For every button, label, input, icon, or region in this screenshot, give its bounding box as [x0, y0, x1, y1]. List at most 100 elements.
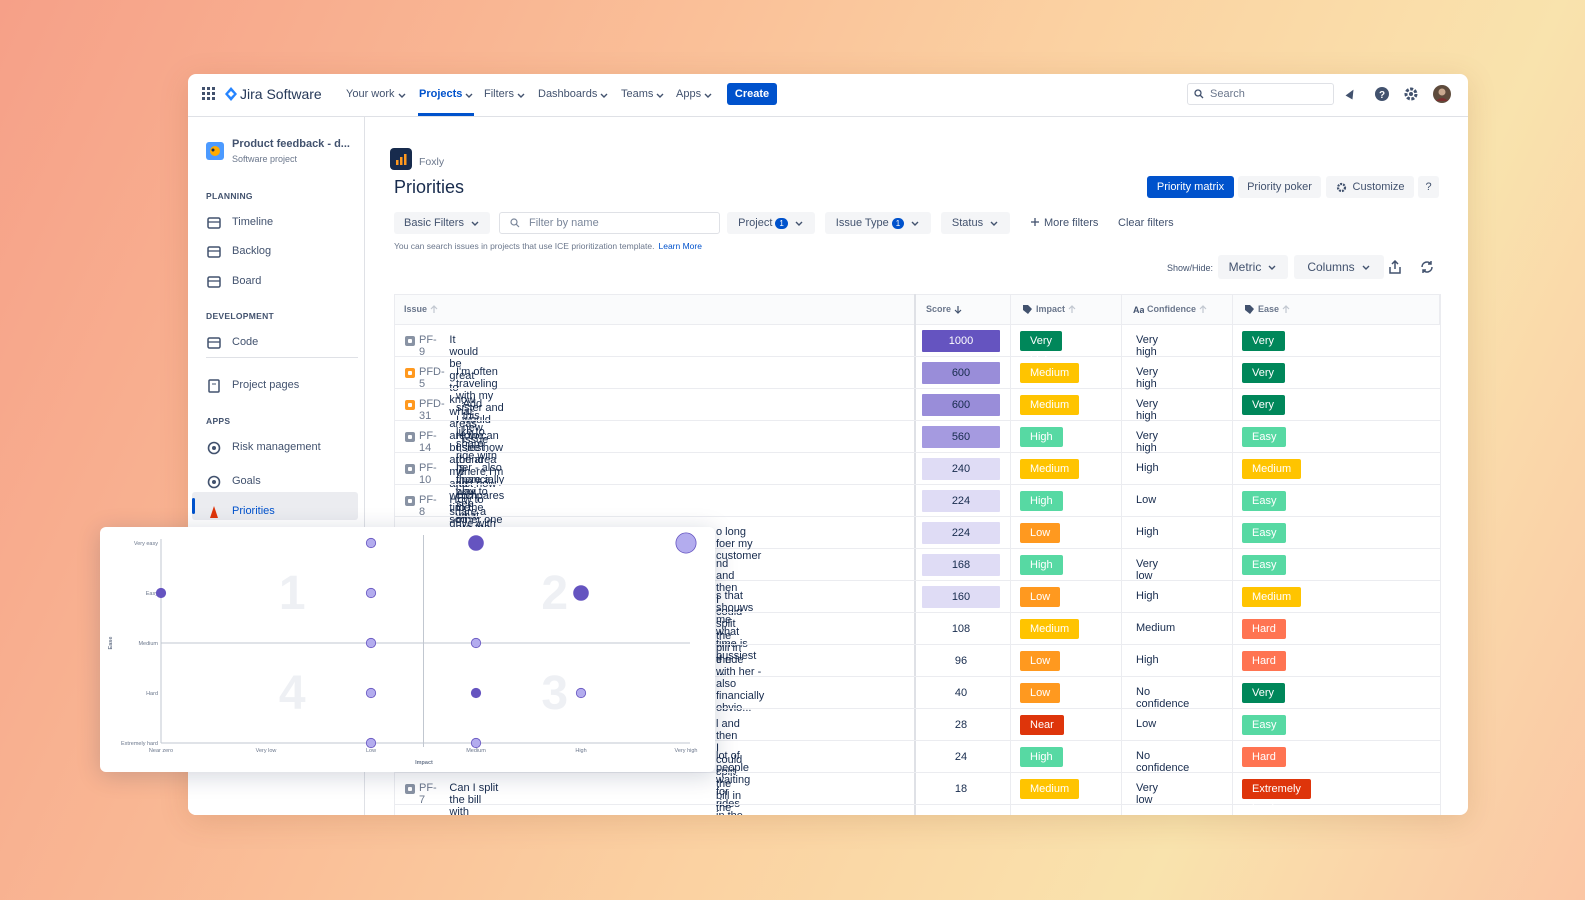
issue-summary[interactable]: s that shouws me what time is bussiest [716, 590, 757, 662]
score: 108 [951, 623, 971, 635]
score: 224 [922, 522, 1000, 544]
action-button[interactable]: ? [1418, 176, 1439, 198]
settings [1404, 87, 1418, 101]
filter-chip[interactable]: Project 1 [727, 212, 815, 234]
row-border [394, 644, 1440, 645]
avatar [1433, 85, 1451, 103]
score: 168 [922, 554, 1000, 576]
action-button[interactable]: Customize [1326, 176, 1414, 198]
column-divider [1121, 294, 1122, 815]
column-header[interactable]: Ease [1258, 304, 1280, 314]
table-header-bg [394, 294, 1440, 325]
nav-item[interactable]: Your work [346, 88, 395, 100]
data-point [573, 585, 589, 601]
tag: Medium [1020, 363, 1080, 383]
data-point [468, 535, 484, 551]
dropdown[interactable]: Columns [1294, 255, 1384, 279]
issue-key[interactable]: PF-14 [419, 430, 437, 454]
nav-item[interactable]: Dashboards [538, 88, 598, 100]
nav-item[interactable]: Teams [621, 88, 654, 100]
sidebar-item[interactable]: Priorities [232, 505, 275, 517]
nav-icon [207, 475, 221, 489]
hint-text: You can search issues in projects that u… [394, 241, 655, 251]
nav-icon [210, 506, 218, 518]
score: 18 [954, 783, 968, 795]
issue-summary[interactable]: e ride with her - also financially obvio… [716, 654, 765, 714]
sidebar-item[interactable]: Goals [232, 475, 261, 487]
tag: Hard [1242, 651, 1286, 671]
tag: Medium [1242, 587, 1302, 607]
action-button[interactable]: Priority poker [1238, 176, 1321, 198]
sidebar-item[interactable]: Project pages [232, 379, 300, 391]
data-point [365, 687, 377, 699]
app-switcher [202, 87, 215, 100]
issue-summary[interactable]: I'm often traveling with my sister and I… [456, 366, 505, 498]
section-heading: DEVELOPMENT [206, 311, 275, 321]
row-border [394, 548, 1440, 549]
issue-key[interactable]: PF-9 [419, 334, 437, 358]
issue-key[interactable]: PF-7 [419, 782, 437, 806]
sidebar-item[interactable]: Risk management [232, 441, 321, 453]
chevron [656, 93, 664, 98]
filter-chip[interactable]: Status [941, 212, 1010, 234]
sort-icon [430, 305, 438, 313]
issue-summary[interactable]: lot of people waiting for rides in the a… [716, 750, 751, 815]
filter-input[interactable]: Filter by name [499, 212, 720, 234]
app-name: Foxly [419, 156, 445, 168]
sidebar-item[interactable]: Code [232, 336, 259, 348]
basic-filters[interactable]: Basic Filters [394, 212, 490, 234]
confidence: Very high [1136, 430, 1159, 454]
dropdown[interactable]: Metric [1218, 255, 1288, 279]
scatter-chart: 1 2 3 4 Near zero Very low Low Medium High Very h… [108, 532, 698, 766]
more-filters[interactable]: More filters [1044, 217, 1099, 229]
row-border [394, 740, 1440, 741]
action-button[interactable]: Priority matrix [1147, 176, 1234, 198]
chevron [517, 93, 525, 98]
issue-type-icon [405, 336, 415, 346]
clear-filters[interactable]: Clear filters [1118, 217, 1174, 229]
column-header[interactable]: Score [926, 304, 952, 314]
issue-summary[interactable]: l and then I could split the bill in the… [716, 718, 743, 815]
search-box[interactable]: Search [1187, 83, 1334, 105]
issue-summary[interactable]: Can I split the bill with someone? [449, 782, 499, 815]
header-icon [1023, 305, 1032, 314]
nav-icon [207, 441, 221, 455]
chip-label: Issue Type [835, 217, 889, 229]
hint-link[interactable]: Learn More [658, 241, 702, 251]
issue-key[interactable]: PF-8 [419, 494, 437, 518]
label: Basic Filters [404, 217, 464, 229]
row-border [394, 388, 1440, 389]
issue-key[interactable]: PF-10 [419, 462, 437, 486]
nav-icon [207, 337, 221, 349]
tag: Low [1020, 587, 1061, 607]
sidebar-item[interactable]: Timeline [232, 216, 274, 228]
nav-icon [208, 379, 220, 393]
label: Metric [1228, 260, 1262, 274]
issue-summary[interactable]: o long foer my customer [716, 526, 762, 562]
row-border [394, 772, 1440, 773]
plus [1031, 218, 1039, 226]
column-header[interactable]: Confidence [1147, 304, 1197, 314]
chevron [1268, 265, 1276, 270]
confidence: High [1136, 654, 1159, 666]
confidence: Very high [1136, 334, 1159, 358]
y-tick-label: Hard [146, 691, 158, 697]
nav-item[interactable]: Apps [676, 88, 702, 100]
sidebar-item[interactable]: Board [232, 275, 262, 287]
nav-item[interactable]: Filters [484, 88, 514, 100]
score: 96 [954, 655, 968, 667]
column-header[interactable]: Impact [1036, 304, 1066, 314]
nav-item[interactable]: Projects [419, 88, 463, 100]
column-header[interactable]: Issue [404, 304, 428, 314]
issue-summary[interactable]: Add this new issue [462, 398, 489, 446]
issue-key[interactable]: PFD-5 [419, 366, 445, 390]
confidence: Very low [1136, 782, 1159, 806]
filter-chip[interactable]: Issue Type 1 [825, 212, 931, 234]
sidebar-item[interactable]: Backlog [232, 245, 272, 257]
y-tick-label: Very easy [134, 541, 158, 547]
create-button[interactable]: Create [727, 83, 777, 105]
x-tick-label: High [575, 748, 586, 754]
x-tick-label: Very high [675, 748, 698, 754]
score: 560 [922, 426, 1000, 448]
issue-key[interactable]: PFD-31 [419, 398, 445, 422]
